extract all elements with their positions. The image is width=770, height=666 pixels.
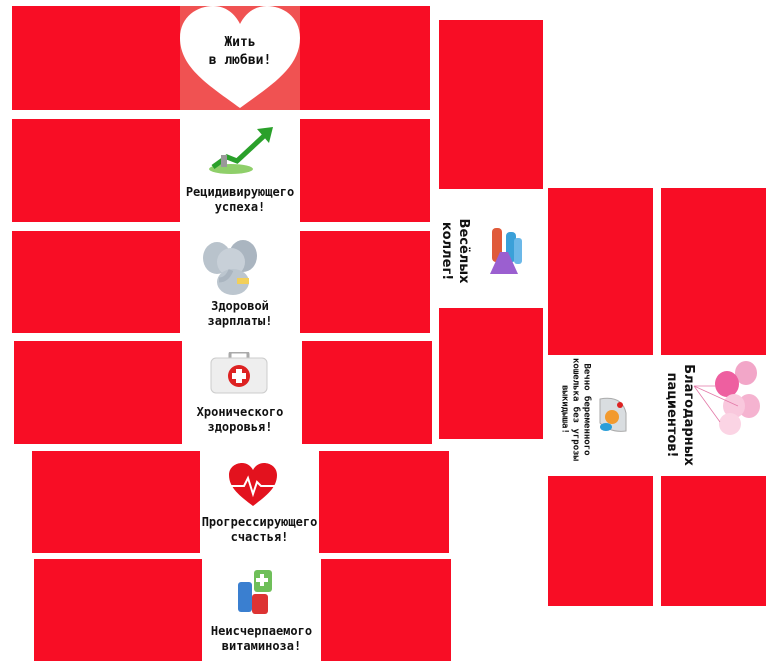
red-block <box>439 20 543 189</box>
red-block <box>32 451 200 553</box>
red-block <box>321 559 451 661</box>
red-block <box>548 476 653 606</box>
baby-cap-pacifier-icon <box>599 397 627 432</box>
lab-flasks-icon <box>490 228 522 274</box>
medicine-bottles-icon <box>238 570 272 614</box>
balloons-icon <box>693 361 760 435</box>
card-label: Здоровой зарплаты! <box>207 299 273 328</box>
red-block <box>302 341 432 444</box>
card-label: Неисчерпаемого витаминоза! <box>210 624 313 653</box>
heartbeat-heart-icon <box>229 463 277 506</box>
heart-panel <box>180 6 300 110</box>
card-label: Жить в любви! <box>208 35 272 68</box>
card-label: Хронического здоровья! <box>196 405 284 434</box>
red-block <box>661 188 766 355</box>
card-label: Весёлых коллег! <box>439 218 471 284</box>
red-block <box>548 188 653 355</box>
first-aid-kit-icon <box>210 352 268 394</box>
red-block <box>300 6 430 110</box>
red-block <box>300 231 430 333</box>
red-block <box>12 6 180 110</box>
growth-chart-icon <box>209 127 273 174</box>
card-label: Рецидивирующего успеха! <box>185 185 295 214</box>
red-block <box>14 341 182 444</box>
elephant-icon <box>203 240 257 295</box>
red-block <box>12 231 180 333</box>
heart-shape-icon <box>180 6 300 108</box>
card-label: Вечно беременного кошелька без угрозы вы… <box>559 358 592 461</box>
red-block <box>319 451 449 553</box>
red-block <box>300 119 430 222</box>
red-block <box>661 476 766 606</box>
red-block <box>12 119 180 222</box>
red-block <box>439 308 543 439</box>
card-label: Прогрессирующего счастья! <box>201 515 318 544</box>
red-block <box>34 559 202 661</box>
